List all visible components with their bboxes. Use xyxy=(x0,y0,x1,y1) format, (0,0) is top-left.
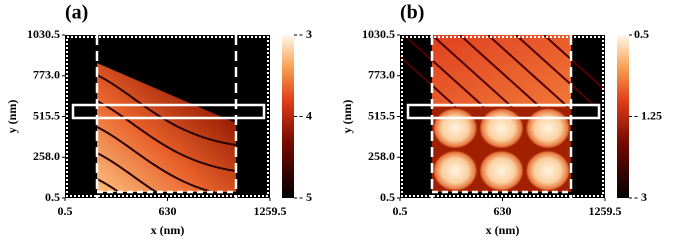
x-tick-label: 630 xyxy=(159,204,177,218)
field-contour xyxy=(487,35,569,108)
plot-border xyxy=(66,36,269,197)
y-axis-label: y (nm) xyxy=(340,100,354,134)
colorbar-tick-label: - 5 xyxy=(299,190,312,204)
field-cell xyxy=(433,108,478,149)
colorbar-tick-label: - 3 xyxy=(299,27,312,41)
plot-border xyxy=(401,36,604,197)
x-tick-label: 0.5 xyxy=(393,204,408,218)
plot xyxy=(65,35,270,198)
plot xyxy=(400,35,605,198)
field-contour xyxy=(403,35,485,108)
x-axis-label: x (nm) xyxy=(486,223,520,237)
y-tick-label: 773.0 xyxy=(368,68,395,82)
field-cell xyxy=(525,108,570,149)
colorbar-tick-label: - 4 xyxy=(299,108,312,122)
x-tick-label: 1259.5 xyxy=(589,204,622,218)
selection-box xyxy=(71,103,266,120)
colorbar-tick-label: - 1.25 xyxy=(634,108,662,122)
y-tick-label: 258.0 xyxy=(33,149,60,163)
x-tick-label: 0.5 xyxy=(58,204,73,218)
field-contour xyxy=(96,152,168,198)
colorbar xyxy=(617,35,629,198)
field-contour xyxy=(431,35,513,108)
panel-label: (b) xyxy=(400,2,424,24)
y-tick-label: 773.0 xyxy=(33,68,60,82)
field-cell xyxy=(479,150,524,191)
y-tick-label: 0.5 xyxy=(45,190,60,204)
field-contour xyxy=(515,35,597,108)
y-tick-label: 1030.5 xyxy=(27,27,60,41)
field-region xyxy=(432,35,571,107)
y-axis-label: y (nm) xyxy=(5,100,19,134)
field-contour xyxy=(543,35,605,92)
x-tick-label: 630 xyxy=(494,204,512,218)
field-contour xyxy=(96,178,130,198)
field-cell xyxy=(479,108,524,149)
colorbar-tick-label: 0.5 xyxy=(634,27,649,41)
y-tick-label: 258.0 xyxy=(368,149,395,163)
field-contour xyxy=(459,35,541,108)
panel: (a) 0.5 630 1259.5 0.5 258.0 515.5 773.0 1030.5 x… xyxy=(5,2,312,237)
y-tick-label: 0.5 xyxy=(380,190,395,204)
field-contour xyxy=(96,100,237,172)
field-contour xyxy=(96,74,237,146)
field-contour xyxy=(96,126,237,198)
selection-box xyxy=(406,103,601,120)
y-tick-label: 515.5 xyxy=(368,108,395,122)
field-cell xyxy=(525,150,570,191)
field-contour xyxy=(400,55,457,108)
y-tick-label: 515.5 xyxy=(33,108,60,122)
field-cell xyxy=(433,150,478,191)
panel-label: (a) xyxy=(65,2,88,24)
y-tick-label: 1030.5 xyxy=(362,27,395,41)
colorbar-tick-label: - 3 xyxy=(634,190,647,204)
field-region xyxy=(97,63,236,192)
panel: (b) 0.5 630 1259.5 0.5 258.0 515.5 773.0 1030.5 x… xyxy=(340,2,662,237)
x-tick-label: 1259.5 xyxy=(254,204,287,218)
colorbar xyxy=(282,35,294,198)
x-axis-label: x (nm) xyxy=(151,223,185,237)
